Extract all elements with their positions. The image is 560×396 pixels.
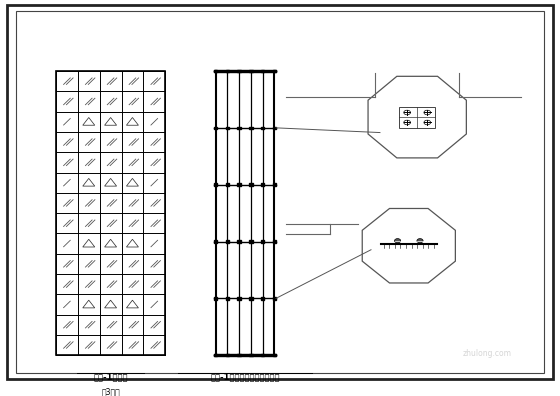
Bar bbox=[249, 297, 253, 300]
Bar bbox=[214, 70, 276, 72]
Bar bbox=[249, 240, 253, 243]
Bar bbox=[214, 70, 217, 72]
Circle shape bbox=[394, 239, 400, 243]
Bar bbox=[261, 297, 264, 300]
Text: （3块）: （3块） bbox=[101, 388, 120, 396]
Bar bbox=[261, 127, 264, 129]
Bar bbox=[226, 240, 229, 243]
Bar bbox=[273, 297, 276, 300]
Bar bbox=[273, 183, 276, 186]
Bar bbox=[273, 240, 276, 243]
Circle shape bbox=[417, 239, 423, 243]
Bar bbox=[214, 297, 217, 300]
Bar bbox=[261, 70, 264, 72]
Bar bbox=[226, 354, 229, 356]
Polygon shape bbox=[362, 208, 455, 283]
Text: 玻幕-1立面图: 玻幕-1立面图 bbox=[94, 372, 128, 381]
Bar bbox=[273, 70, 276, 72]
Bar bbox=[237, 127, 241, 129]
Bar bbox=[214, 354, 217, 356]
Bar bbox=[237, 297, 241, 300]
Bar bbox=[226, 70, 229, 72]
Bar bbox=[56, 71, 165, 355]
Bar bbox=[214, 127, 217, 129]
Bar bbox=[249, 183, 253, 186]
Bar bbox=[237, 240, 241, 243]
Bar bbox=[226, 297, 229, 300]
Text: 玻幕-1立柱及后置钢板示意图: 玻幕-1立柱及后置钢板示意图 bbox=[210, 372, 280, 381]
Bar bbox=[249, 354, 253, 356]
Bar bbox=[261, 354, 264, 356]
Bar bbox=[273, 127, 276, 129]
Polygon shape bbox=[368, 76, 466, 158]
Bar bbox=[214, 183, 217, 186]
Bar bbox=[261, 240, 264, 243]
Text: zhulong.com: zhulong.com bbox=[463, 349, 512, 358]
Bar bbox=[261, 183, 264, 186]
Bar bbox=[399, 107, 436, 128]
Bar bbox=[214, 354, 276, 356]
Bar bbox=[226, 183, 229, 186]
Bar bbox=[214, 240, 217, 243]
Bar bbox=[226, 127, 229, 129]
Bar bbox=[249, 127, 253, 129]
Bar bbox=[237, 183, 241, 186]
Bar bbox=[237, 354, 241, 356]
Bar bbox=[237, 70, 241, 72]
Bar bbox=[273, 354, 276, 356]
Bar bbox=[249, 70, 253, 72]
